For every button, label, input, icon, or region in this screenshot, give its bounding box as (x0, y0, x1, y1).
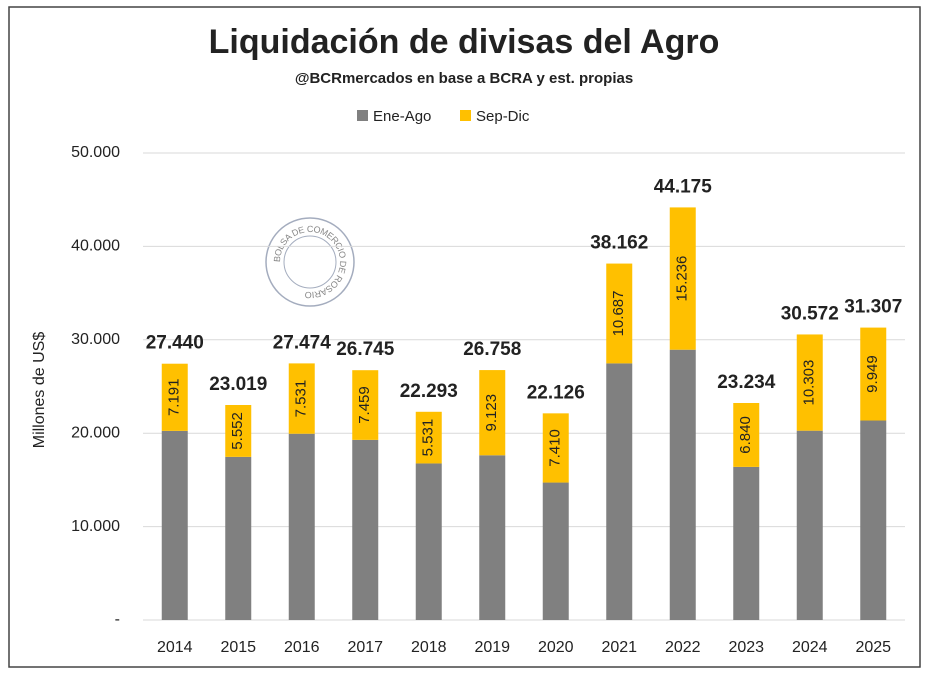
value-label: 7.410 (547, 429, 564, 467)
bar-segment (479, 370, 506, 456)
bar-segment (225, 405, 252, 457)
bar-segment (796, 334, 823, 431)
value-label: 7.459 (356, 386, 373, 424)
bar-segment (288, 363, 315, 434)
value-label: 10.687 (610, 291, 627, 337)
y-tick-label: 50.000 (71, 144, 120, 161)
value-label: 5.531 (420, 419, 437, 457)
x-tick-label: 2019 (474, 639, 510, 656)
bar-segment (606, 363, 633, 620)
legend-label: Sep-Dic (476, 108, 530, 125)
total-label: 31.307 (844, 297, 902, 318)
total-label: 22.126 (527, 382, 585, 403)
total-label: 26.745 (336, 339, 395, 360)
y-tick-label: - (115, 611, 120, 628)
x-tick-label: 2023 (728, 639, 764, 656)
value-label: 9.949 (864, 355, 881, 393)
y-tick-label: 40.000 (71, 238, 120, 255)
bar-segment (733, 402, 760, 467)
x-tick-label: 2016 (284, 639, 320, 656)
bar-segment (733, 466, 760, 620)
total-label: 22.293 (400, 381, 458, 402)
x-tick-label: 2022 (665, 639, 701, 656)
chart-title: Liquidación de divisas del Agro (209, 23, 720, 61)
x-tick-label: 2014 (157, 639, 193, 656)
x-tick-label: 2018 (411, 639, 447, 656)
total-label: 38.162 (590, 233, 648, 254)
value-label: 9.123 (483, 394, 500, 432)
chart-subtitle: @BCRmercados en base a BCRA y est. propi… (295, 70, 633, 87)
bar-segment (415, 411, 442, 464)
bar-segment (352, 439, 379, 620)
bar-segment (796, 430, 823, 620)
x-tick-label: 2024 (792, 639, 828, 656)
legend-swatch (357, 110, 368, 121)
total-label: 27.474 (273, 332, 332, 353)
value-label: 15.236 (674, 256, 691, 302)
y-tick-label: 20.000 (71, 424, 120, 441)
bar-segment (225, 456, 252, 620)
total-label: 26.758 (463, 339, 521, 360)
seal-ring (283, 235, 337, 289)
value-label: 7.531 (293, 380, 310, 418)
x-tick-label: 2025 (855, 639, 891, 656)
legend-swatch (460, 110, 471, 121)
value-label: 7.191 (166, 379, 183, 417)
total-label: 27.440 (146, 333, 204, 354)
total-label: 23.019 (209, 374, 267, 395)
total-label: 23.234 (717, 372, 776, 393)
y-axis-title: Millones de US$ (31, 332, 48, 449)
value-label: 5.552 (229, 412, 246, 450)
bar-segment (479, 455, 506, 620)
x-tick-label: 2021 (601, 639, 637, 656)
total-label: 30.572 (781, 303, 839, 324)
bar-segment (415, 463, 442, 620)
bar-segment (669, 349, 696, 620)
value-label: 6.840 (737, 416, 754, 454)
bar-segment (860, 420, 887, 620)
bar-segment (161, 430, 188, 620)
value-label: 10.303 (801, 360, 818, 406)
bar-segment (542, 482, 569, 620)
x-tick-label: 2017 (347, 639, 383, 656)
y-tick-label: 10.000 (71, 518, 120, 535)
seal-ring (265, 217, 355, 307)
bar-segment (352, 370, 379, 440)
total-label: 44.175 (654, 176, 713, 197)
bar-segment (860, 327, 887, 421)
x-tick-label: 2015 (220, 639, 256, 656)
bar-segment (542, 413, 569, 483)
bar-segment (288, 433, 315, 620)
y-tick-label: 30.000 (71, 331, 120, 348)
bar-segment (161, 363, 188, 431)
legend-label: Ene-Ago (373, 108, 431, 125)
bar-segment (669, 207, 696, 350)
bar-segment (606, 263, 633, 364)
x-tick-label: 2020 (538, 639, 574, 656)
